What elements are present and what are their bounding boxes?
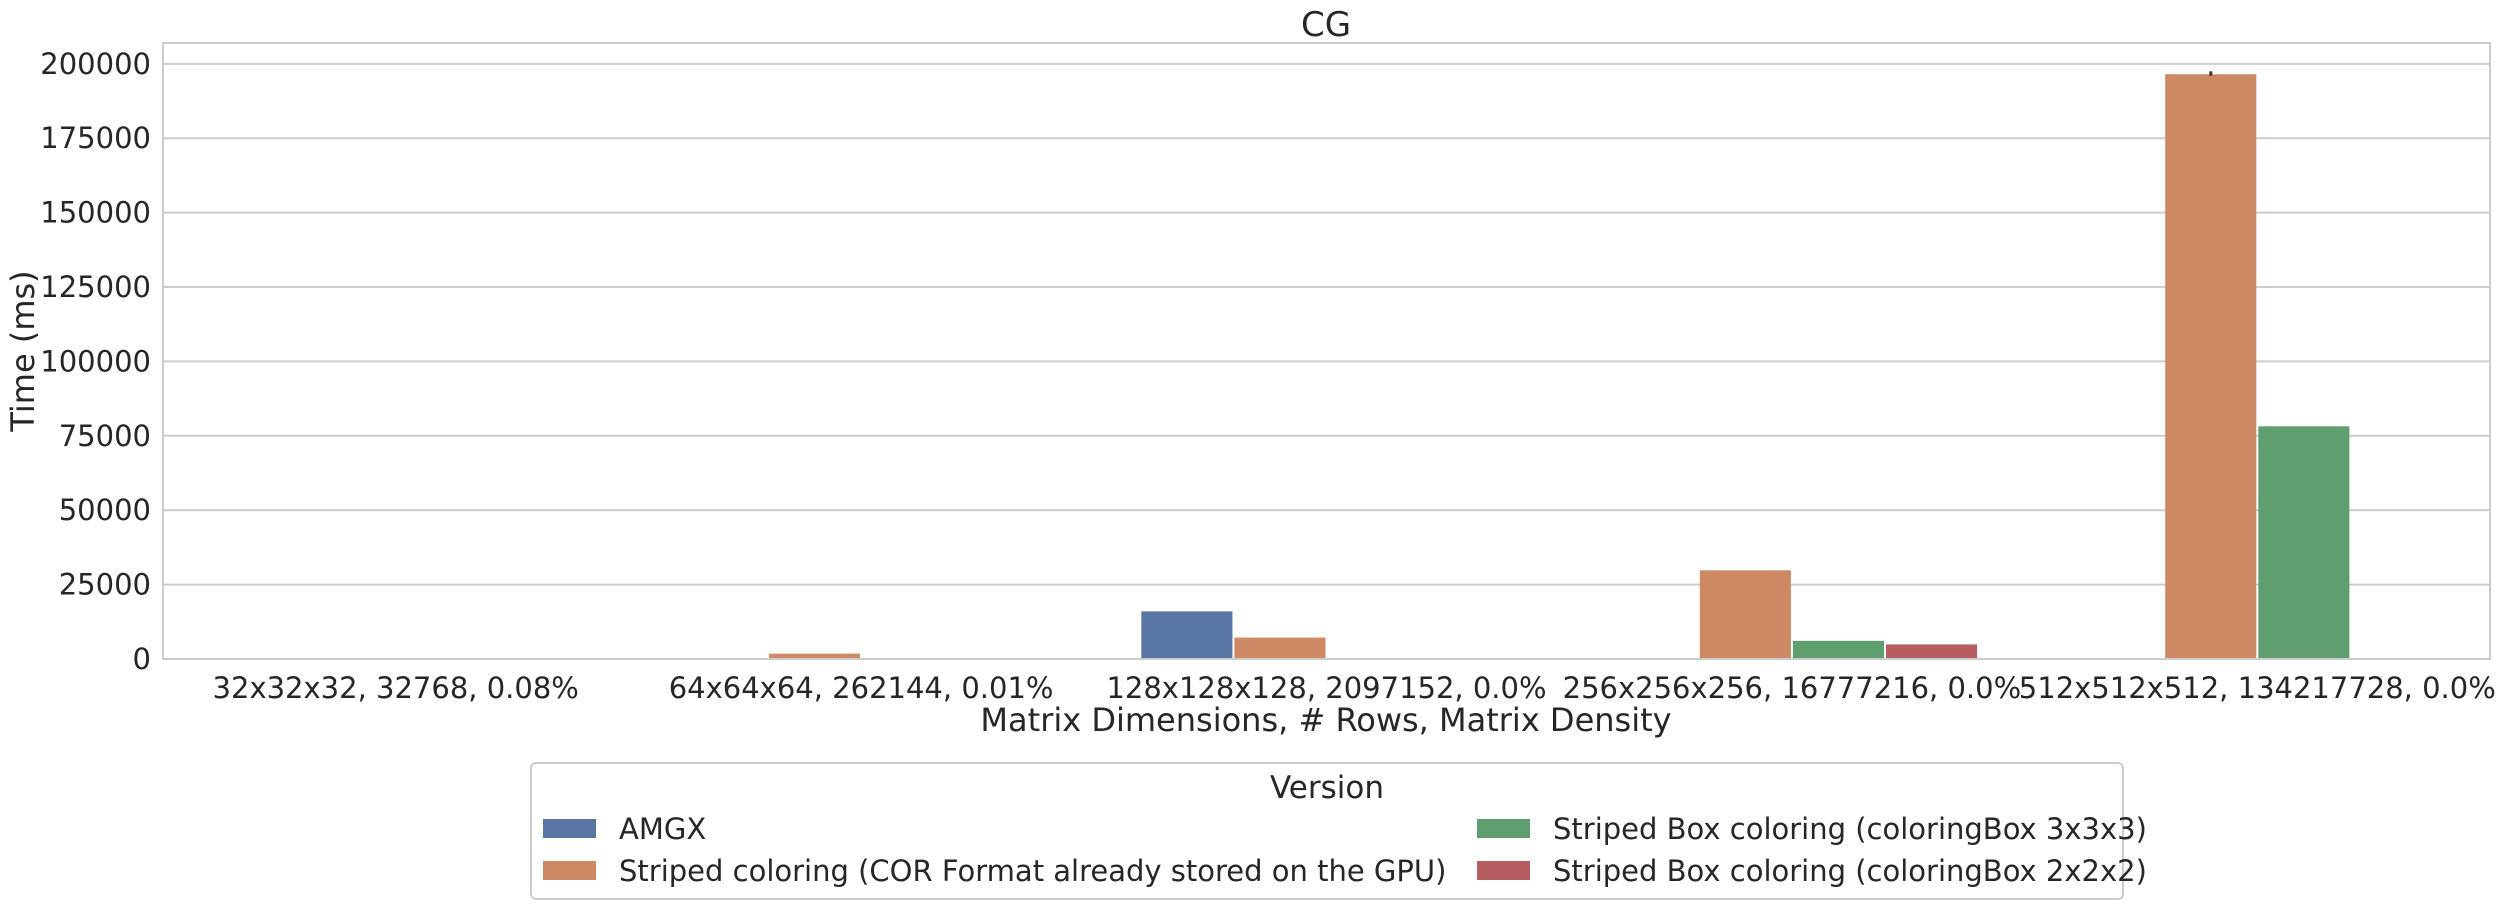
legend-swatch xyxy=(1477,819,1530,838)
x-tick-label: 512x512x512, 134217728, 0.0% xyxy=(2019,671,2496,705)
x-axis-label: Matrix Dimensions, # Rows, Matrix Densit… xyxy=(980,701,1671,739)
bar xyxy=(1234,637,1326,659)
legend-swatch xyxy=(543,861,596,880)
x-tick-label: 128x128x128, 2097152, 0.0% xyxy=(1106,671,1546,705)
y-tick-label: 25000 xyxy=(59,568,151,602)
legend-box xyxy=(530,762,2124,900)
grid-lines xyxy=(163,62,2490,660)
y-tick-label: 75000 xyxy=(59,419,151,453)
x-tick-label: 64x64x64, 262144, 0.01% xyxy=(669,671,1054,705)
y-tick-label: 0 xyxy=(133,642,151,676)
x-tick-label: 256x256x256, 16777216, 0.0% xyxy=(1563,671,2022,705)
legend-swatch xyxy=(543,819,596,838)
y-tick-label: 50000 xyxy=(59,493,151,527)
plot-frame xyxy=(162,42,2491,660)
bar xyxy=(1792,640,1884,659)
chart-title: CG xyxy=(1301,5,1351,45)
y-tick-label: 175000 xyxy=(40,121,151,155)
bar xyxy=(1699,570,1791,659)
legend: Version AMGX Striped Box coloring (colori… xyxy=(530,762,2147,900)
legend-title: Version xyxy=(1270,770,1384,806)
y-tick-label: 125000 xyxy=(40,270,151,304)
y-tick-label: 200000 xyxy=(40,47,151,81)
legend-swatch xyxy=(1477,861,1530,880)
y-tick-label: 150000 xyxy=(40,196,151,230)
bar xyxy=(1885,644,1978,659)
x-tick-labels: 32x32x32, 32768, 0.08% 64x64x64, 262144, … xyxy=(213,671,2496,705)
bar xyxy=(769,653,861,659)
legend-entry: AMGX xyxy=(619,812,706,846)
legend-entry: Striped Box coloring (coloringBox 3x3x3) xyxy=(1553,812,2147,846)
y-tick-labels: 0 25000 50000 75000 100000 125000 150000 175000… xyxy=(40,47,151,676)
x-tick-label: 32x32x32, 32768, 0.08% xyxy=(213,671,579,705)
bars xyxy=(769,74,2350,659)
y-axis-label: Time (ms) xyxy=(4,270,42,432)
legend-entry: Striped coloring (COR Format already sto… xyxy=(619,854,1446,888)
y-tick-label: 100000 xyxy=(40,344,151,378)
plot-background xyxy=(163,43,2490,659)
legend-entry: Striped Box coloring (coloringBox 2x2x2) xyxy=(1553,854,2147,888)
bar xyxy=(2258,426,2350,659)
bar xyxy=(2165,74,2257,659)
bar xyxy=(1141,611,1233,659)
